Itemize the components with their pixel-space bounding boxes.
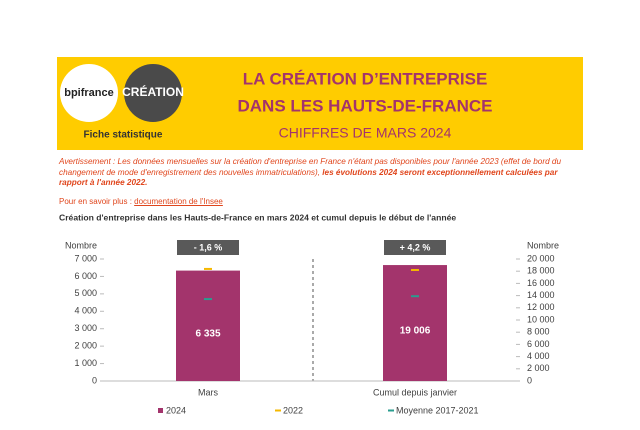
y-tick-label: 2 000 — [74, 341, 97, 351]
legend-swatch — [158, 408, 163, 413]
y-tick-label: 12 000 — [527, 302, 555, 312]
y-tick-label: 1 000 — [74, 358, 97, 368]
legend-label: Moyenne 2017-2021 — [396, 405, 479, 415]
y-tick-label: 5 000 — [74, 288, 97, 298]
logo: bpifrance — [64, 87, 114, 99]
y-tick-label: 4 000 — [74, 306, 97, 316]
y-tick-label: 6 000 — [74, 271, 97, 281]
value-label: 6 335 — [195, 328, 220, 339]
y-tick-label: 8 000 — [527, 327, 550, 337]
link[interactable]: documentation de l'Insee — [134, 197, 223, 206]
change-label: - 1,6 % — [194, 242, 223, 252]
bar — [176, 270, 240, 381]
x-tick-label: Mars — [198, 387, 218, 397]
logo-bg — [124, 64, 182, 122]
y-tick-label: 2 000 — [527, 363, 550, 373]
y-tick-label: 6 000 — [527, 339, 550, 349]
chart-title: Création d'entreprise dans les Hauts-de-… — [59, 212, 456, 222]
more-prefix: Pour en savoir plus : — [59, 197, 135, 206]
y-tick-label: 3 000 — [74, 323, 97, 333]
title: DANS LES HAUTS-DE-FRANCE — [238, 96, 493, 115]
y-tick-label: 14 000 — [527, 290, 555, 300]
logo-bg — [60, 64, 118, 122]
y-tick-label: 20 000 — [527, 253, 555, 263]
y-tick-label: 18 000 — [527, 266, 555, 276]
y-tick-label: 16 000 — [527, 278, 555, 288]
logo: CRÉATION — [122, 84, 184, 99]
y-tick-label: 10 000 — [527, 314, 555, 324]
y-tick-label: 7 000 — [74, 253, 97, 263]
legend-label: 2022 — [283, 405, 303, 415]
change-label: + 4,2 % — [400, 242, 431, 252]
y-tick-label: 0 — [92, 375, 97, 385]
change-box — [384, 240, 446, 255]
more: Pour en savoir plus : documentation de l… — [59, 197, 223, 206]
bar — [383, 265, 447, 381]
legend-label: 2024 — [166, 405, 186, 415]
change-box — [177, 240, 239, 255]
subtitle: Fiche statistique — [84, 130, 163, 141]
value-label: 19 006 — [400, 326, 431, 337]
y-tick-label: 4 000 — [527, 351, 550, 361]
title: CHIFFRES DE MARS 2024 — [279, 125, 452, 141]
title: LA CRÉATION D’ENTREPRISE — [243, 69, 488, 88]
notice: Avertissement : Les données mensuelles s… — [59, 157, 583, 189]
axis-label: Nombre — [65, 240, 97, 250]
y-tick-label: 0 — [527, 375, 532, 385]
notice-bold: les évolutions 2024 seront exceptionnell… — [59, 167, 558, 188]
notice-text: Avertissement : Les données mensuelles s… — [59, 157, 562, 177]
x-tick-label: Cumul depuis janvier — [373, 387, 457, 397]
axis-label: Nombre — [527, 240, 559, 250]
